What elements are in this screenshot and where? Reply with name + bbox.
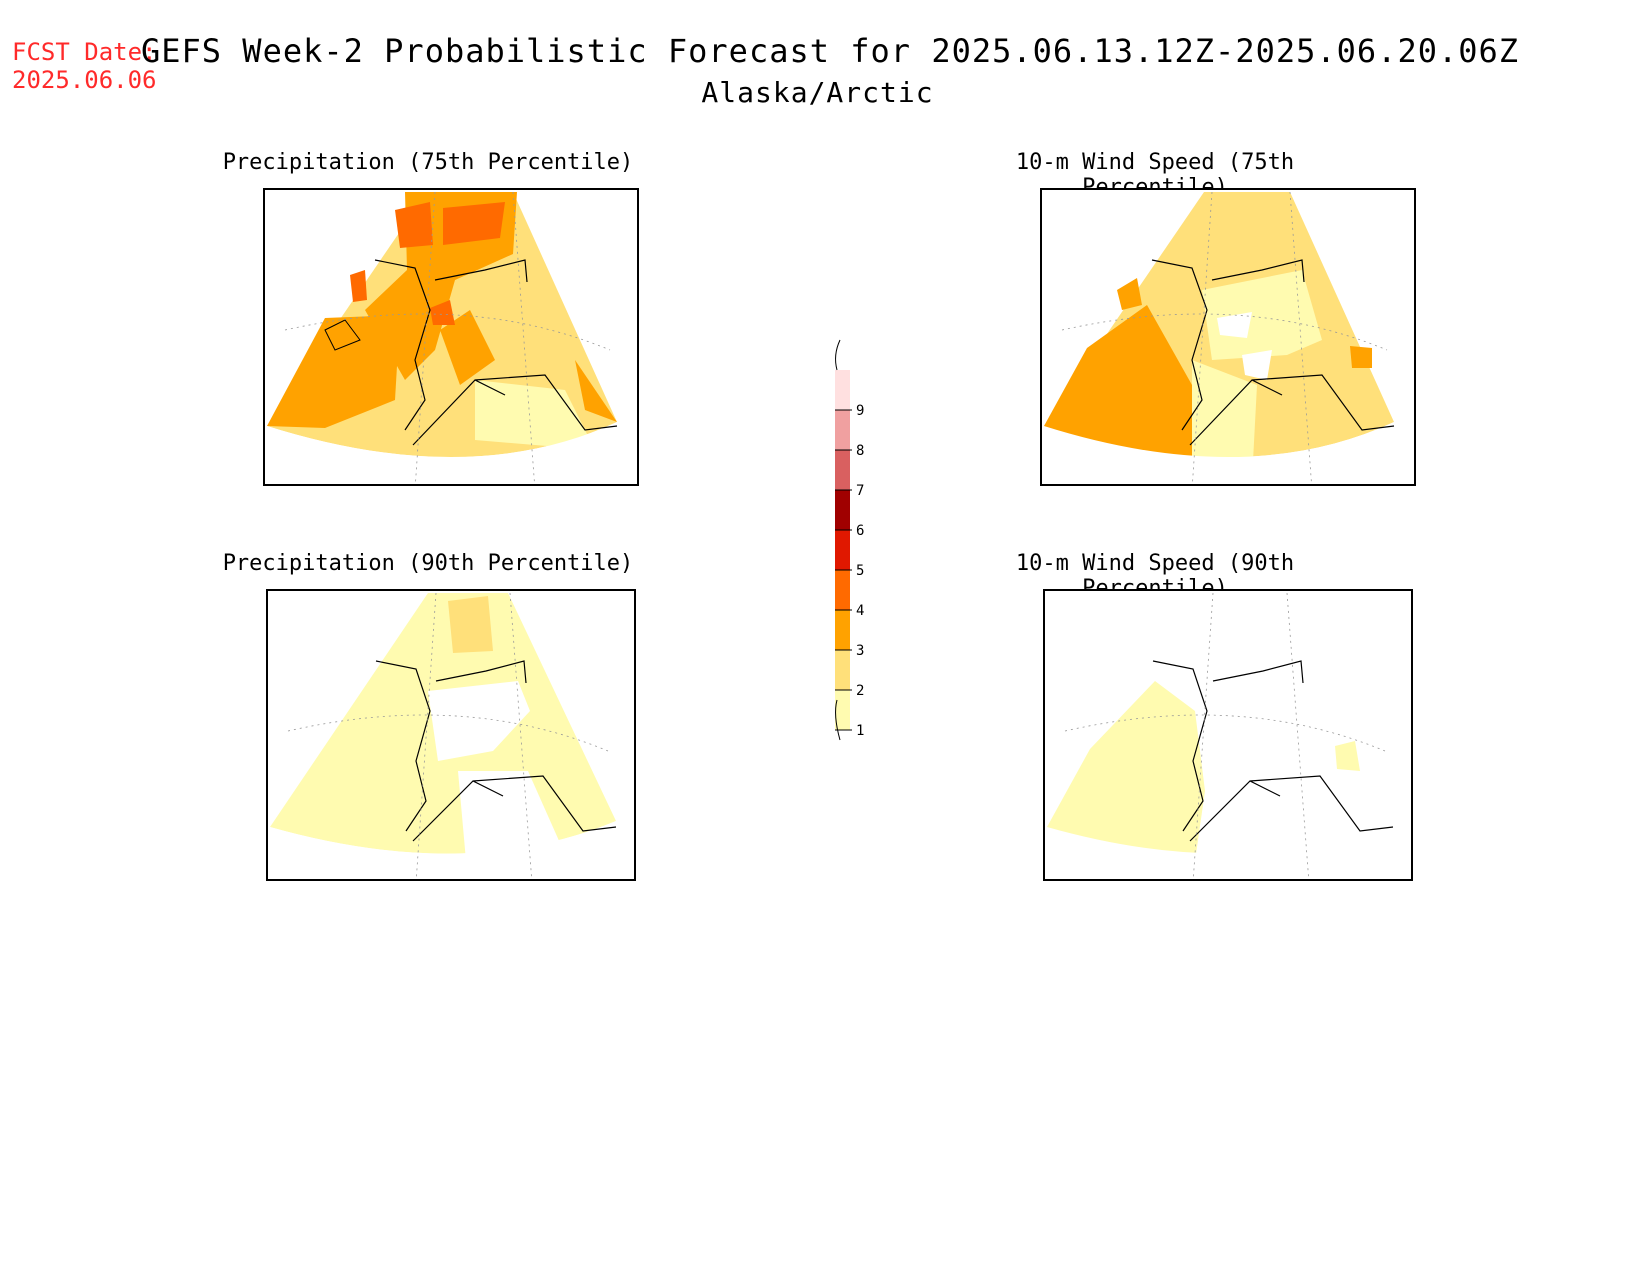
coastline-western: [374, 259, 431, 431]
coastline-southern: [412, 374, 618, 446]
colorbar-label-7: 80: [856, 443, 865, 459]
colorbar-box-6: [835, 450, 850, 490]
region-white-center: [428, 681, 530, 761]
colorbar-label-6: 70: [856, 483, 865, 499]
coastline-northern: [1212, 660, 1304, 684]
region-dark-orange-3: [350, 270, 367, 302]
graticule: [1061, 191, 1388, 484]
region-dark-orange-2: [443, 202, 505, 245]
panel-title-precip-90: Precipitation (90th Percentile): [222, 551, 634, 576]
map-panel-precip-90: [266, 589, 636, 881]
colorbar-box-3: [835, 570, 850, 610]
colorbar: 10 20 30 40 50 60 70 80 90: [835, 339, 865, 741]
coastline-southern: [1189, 775, 1394, 842]
colorbar-label-3: 40: [856, 603, 865, 619]
forecast-date-label: FCST Date: 2025.06.06: [12, 38, 157, 94]
region-pale-center: [1202, 270, 1322, 360]
coastline-northern: [434, 259, 528, 283]
region-dark-orange-4: [430, 300, 455, 325]
region-white-1: [1217, 312, 1252, 338]
colorbar-labels: 10 20 30 40 50 60 70 80 90: [835, 403, 865, 739]
map-precip-90: [270, 592, 617, 879]
region-orange-north: [1117, 278, 1142, 310]
colorbar-boxes: [835, 370, 850, 730]
figure-title: GEFS Week-2 Probabilistic Forecast for 2…: [140, 32, 1520, 70]
colorbar-box-1: [835, 650, 850, 690]
region-white-2: [1242, 350, 1272, 380]
map-wind-90: [1047, 592, 1394, 879]
coastline-southern: [412, 775, 617, 842]
coastline-western: [375, 660, 431, 832]
colorbar-box-7: [835, 410, 850, 450]
map-panel-precip-75: [263, 188, 639, 486]
colorbar-top-cap: [835, 339, 841, 371]
graticule: [1064, 592, 1386, 879]
region-pale-east: [1335, 741, 1360, 771]
panel-title-wind-90: 10-m Wind Speed (90th Percentile): [1015, 551, 1295, 601]
coastline-western: [1151, 259, 1208, 431]
colorbar-bottom-cap: [835, 699, 841, 741]
region-orange-sw: [267, 315, 400, 428]
region-orange-east: [575, 360, 617, 422]
coastline-northern: [435, 660, 527, 684]
colorbar-box-8: [835, 370, 850, 410]
coastline-southern: [1189, 374, 1395, 446]
region-orange-west: [1044, 305, 1192, 480]
colorbar-box-0: [835, 690, 850, 730]
colorbar-label-4: 50: [856, 563, 865, 579]
colorbar-label-1: 20: [856, 683, 865, 699]
map-panel-wind-75: [1040, 188, 1416, 486]
map-precip-75: [267, 191, 618, 484]
region-pale-se: [475, 380, 595, 450]
coastline-siberia: [324, 319, 361, 351]
colorbar-box-5: [835, 490, 850, 530]
map-wind-75: [1044, 191, 1395, 484]
graticule: [284, 191, 611, 484]
region-orange-east: [1350, 346, 1372, 368]
graticule: [287, 592, 609, 879]
region-orange-center: [440, 310, 495, 385]
region-light-orange: [448, 596, 493, 653]
fcst-date-caption: FCST Date:: [12, 38, 157, 66]
colorbar-label-0: 10: [856, 723, 865, 739]
coastline-northern: [1211, 259, 1305, 283]
colorbar-label-5: 60: [856, 523, 865, 539]
figure-title-block: GEFS Week-2 Probabilistic Forecast for 2…: [0, 32, 1650, 109]
colorbar-box-2: [835, 610, 850, 650]
region-dark-orange-1: [395, 202, 433, 248]
fcst-date-value: 2025.06.06: [12, 66, 157, 94]
region-pale-west: [1047, 681, 1205, 876]
colorbar-label-2: 30: [856, 643, 865, 659]
figure-subtitle: Alaska/Arctic: [701, 76, 934, 109]
colorbar-label-8: 90: [856, 403, 865, 419]
region-pale-south: [1192, 360, 1257, 480]
coastline-western: [1152, 660, 1208, 832]
colorbar-box-4: [835, 530, 850, 570]
map-panel-wind-90: [1043, 589, 1413, 881]
panel-title-precip-75: Precipitation (75th Percentile): [222, 150, 634, 175]
